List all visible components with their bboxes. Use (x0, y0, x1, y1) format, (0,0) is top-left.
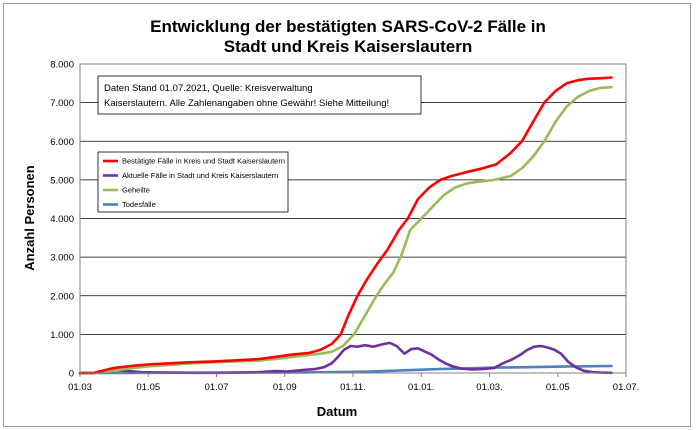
x-tick-label: 01.03. (476, 382, 502, 393)
series-line (78, 341, 613, 375)
y-tick-label: 3.000 (50, 253, 74, 264)
x-tick-label: 01.07 (205, 382, 229, 393)
y-tick-label: 4.000 (50, 214, 74, 225)
chart-frame (3, 3, 691, 427)
y-tick-label: 8.000 (50, 60, 74, 71)
x-tick-label: 01.05 (546, 382, 570, 393)
y-tick-label: 1.000 (50, 330, 74, 341)
y-tick-label: 0 (69, 369, 74, 380)
x-axis-label: Datum (317, 404, 357, 419)
legend-box (97, 151, 289, 213)
note-line-1: Daten Stand 01.07.2021, Quelle: Kreisver… (104, 83, 313, 94)
legend-label: Aktuelle Fälle in Stadt und Kreis Kaiser… (122, 171, 278, 180)
gridlines (80, 102, 626, 335)
y-tick-label: 7.000 (50, 98, 74, 109)
plot-area (79, 63, 627, 374)
y-tick-label: 2.000 (50, 291, 74, 302)
y-tick-label: 6.000 (50, 137, 74, 148)
series-lines (78, 76, 613, 375)
legend-label: Bestätigte Fälle in Kreis und Stadt Kais… (122, 157, 285, 166)
note-box (97, 75, 422, 115)
legend: Bestätigte Fälle in Kreis und Stadt Kais… (103, 157, 285, 209)
series-line (78, 85, 613, 375)
x-tick-label: 01.03 (68, 382, 92, 393)
x-tick-label: 01.01. (408, 382, 434, 393)
legend-label: Todesfälle (122, 200, 156, 209)
x-tick-label: 01.05 (136, 382, 160, 393)
note-line-2: Kaiserslautern. Alle Zahlenangaben ohne … (104, 98, 389, 109)
chart-title-line-1: Entwicklung der bestätigten SARS-CoV-2 F… (150, 17, 546, 36)
x-tick-label: 01.07. (613, 382, 639, 393)
series-line (78, 76, 613, 375)
legend-label: Geheilte (122, 186, 150, 195)
x-tick-label: 01.09 (273, 382, 297, 393)
tick-labels: 0 1.000 2.000 3.000 4.000 5.000 6.000 7.000 8.00… (50, 60, 639, 394)
y-axis-label: Anzahl Personen (22, 165, 37, 271)
y-tick-label: 5.000 (50, 175, 74, 186)
chart-title-line-2: Stadt und Kreis Kaiserslautern (224, 37, 472, 56)
x-tick-label: 01.11. (340, 382, 366, 393)
